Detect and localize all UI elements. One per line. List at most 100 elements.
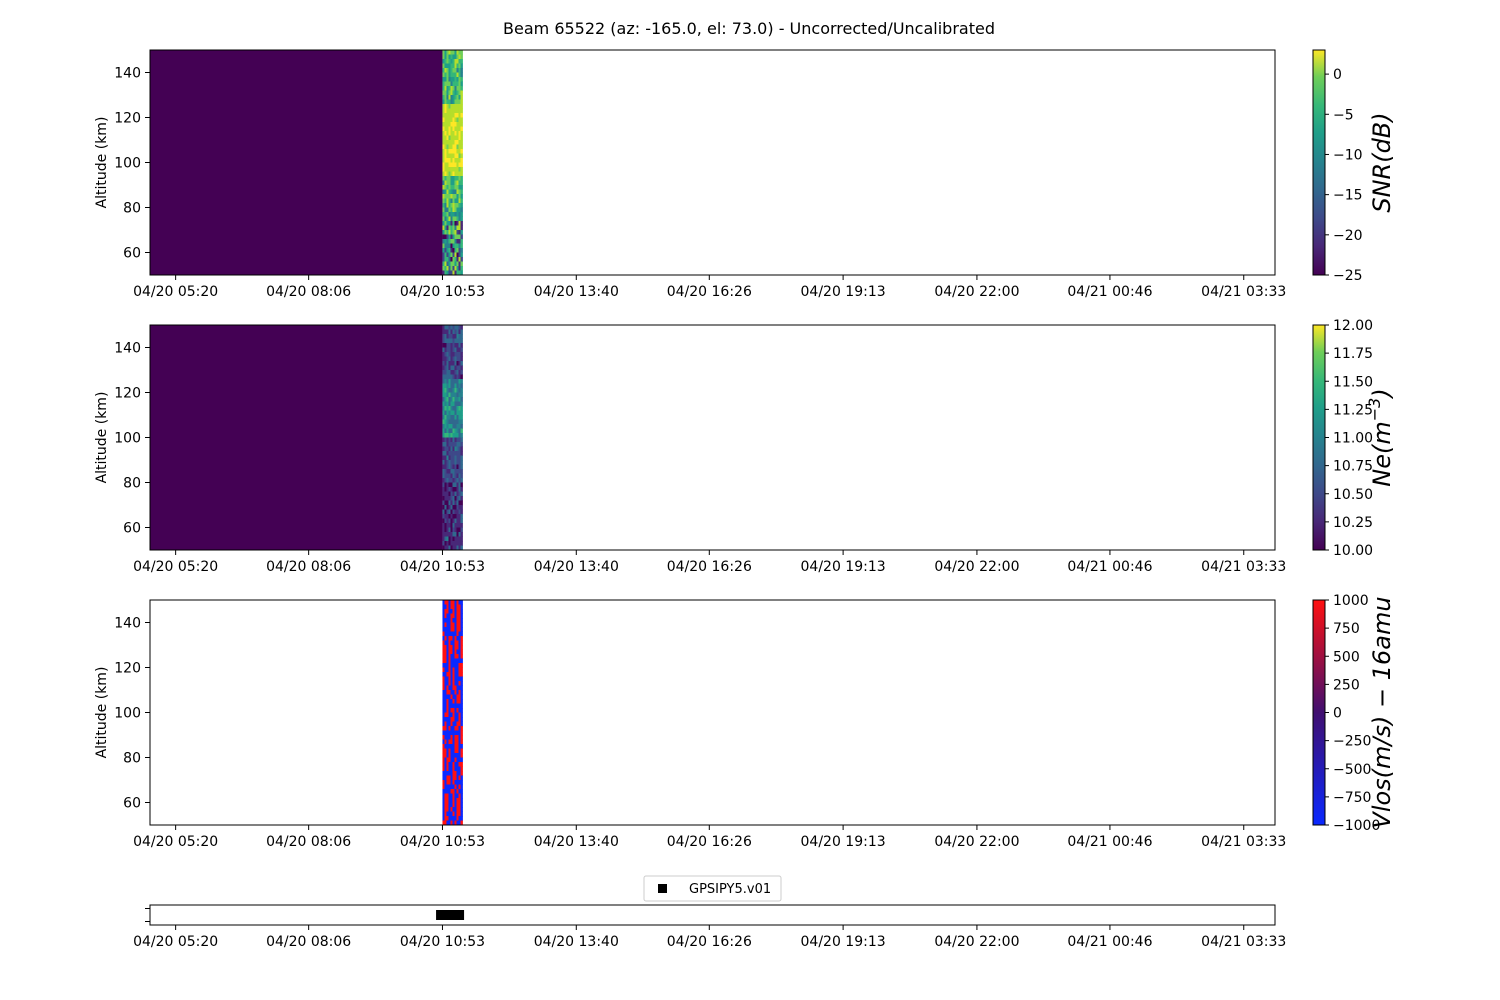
heatmap-cell	[450, 437, 453, 443]
heatmap-cell	[458, 487, 461, 492]
heatmap-cell	[448, 338, 451, 344]
heatmap-cell	[456, 140, 459, 145]
heatmap-cell	[452, 406, 455, 411]
heatmap-cell	[448, 185, 451, 190]
heatmap-cell	[442, 144, 445, 150]
heatmap-cell	[456, 221, 459, 226]
heatmap-cell	[442, 536, 445, 542]
heatmap-cell	[454, 90, 457, 96]
heatmap-cell	[442, 451, 445, 456]
heatmap-cell	[456, 261, 459, 267]
heatmap-cell	[446, 234, 449, 240]
heatmap-cell	[456, 455, 459, 461]
heatmap-cell	[456, 730, 459, 736]
heatmap-cell	[442, 658, 445, 664]
heatmap-cell	[444, 108, 447, 114]
heatmap-cell	[448, 505, 451, 510]
heatmap-cell	[446, 744, 449, 749]
heatmap-cell	[458, 221, 461, 226]
heatmap-cell	[448, 527, 451, 533]
heatmap-cell	[444, 460, 447, 465]
colorbar-frame	[1312, 49, 1326, 276]
heatmap-cell	[450, 545, 453, 551]
heatmap-cell	[456, 122, 459, 127]
heatmap-cell	[444, 194, 447, 199]
heatmap-cell	[456, 487, 459, 492]
heatmap-cell	[446, 243, 449, 249]
heatmap-cell	[454, 338, 457, 344]
heatmap-cell	[452, 748, 455, 754]
heatmap-cell	[460, 744, 463, 749]
heatmap-cell	[454, 117, 457, 123]
heatmap-cell	[460, 189, 463, 195]
heatmap-cell	[448, 446, 451, 452]
heatmap-cell	[442, 104, 445, 109]
heatmap-cell	[454, 545, 457, 551]
heatmap-cell	[456, 735, 459, 740]
heatmap-cell	[444, 442, 447, 447]
heatmap-cell	[448, 609, 451, 614]
y-tick-label: 100	[114, 706, 141, 722]
heatmap-cell	[452, 708, 455, 713]
heatmap-cell	[460, 631, 463, 637]
colorbar-label: SNR(dB)	[1368, 112, 1396, 212]
heatmap-cell	[446, 356, 449, 362]
heatmap-cell	[444, 433, 447, 438]
heatmap-cell	[452, 203, 455, 208]
heatmap-cell	[442, 518, 445, 524]
heatmap-cell	[446, 117, 449, 123]
heatmap-cell	[448, 212, 451, 217]
heatmap-cell	[458, 325, 461, 330]
heatmap-cell	[442, 505, 445, 510]
heatmap-cell	[452, 636, 455, 641]
heatmap-cell	[450, 131, 453, 136]
heatmap-cell	[442, 802, 445, 808]
heatmap-cell	[456, 410, 459, 416]
heatmap-cell	[444, 370, 447, 375]
heatmap-cell	[460, 406, 463, 411]
heatmap-cell	[450, 473, 453, 479]
heatmap-cell	[452, 63, 455, 69]
heatmap-cell	[442, 266, 445, 271]
heatmap-cell	[460, 654, 463, 659]
heatmap-cell	[450, 374, 453, 380]
heatmap-cell	[460, 388, 463, 393]
heatmap-cell	[448, 72, 451, 78]
heatmap-cell	[448, 239, 451, 244]
heatmap-cell	[452, 793, 455, 799]
heatmap-cell	[446, 212, 449, 217]
heatmap-cell	[446, 140, 449, 145]
heatmap-cell	[450, 676, 453, 682]
heatmap-cell	[458, 618, 461, 623]
heatmap-cell	[452, 194, 455, 199]
heatmap-cell	[442, 352, 445, 357]
heatmap-cell	[444, 392, 447, 398]
heatmap-cell	[456, 509, 459, 515]
heatmap-cell	[444, 645, 447, 650]
heatmap-cell	[460, 613, 463, 619]
x-tick-label: 04/20 16:26	[667, 284, 752, 300]
heatmap-cell	[450, 388, 453, 393]
heatmap-cell	[444, 361, 447, 366]
heatmap-cell	[444, 496, 447, 501]
heatmap-cell	[456, 63, 459, 69]
heatmap-cell	[454, 455, 457, 461]
heatmap-cell	[454, 77, 457, 82]
heatmap-cell	[444, 113, 447, 118]
heatmap-cell	[454, 663, 457, 668]
heatmap-cell	[442, 131, 445, 136]
heatmap-cell	[444, 388, 447, 393]
heatmap-cell	[448, 676, 451, 682]
heatmap-cell	[454, 460, 457, 465]
heatmap-cell	[444, 257, 447, 262]
heatmap-cell	[444, 131, 447, 136]
heatmap-cell	[442, 708, 445, 713]
heatmap-cell	[452, 455, 455, 461]
heatmap-cell	[444, 406, 447, 411]
heatmap-cell	[442, 609, 445, 614]
heatmap-cell	[458, 189, 461, 195]
heatmap-cell	[460, 248, 463, 253]
heatmap-cell	[444, 54, 447, 60]
heatmap-cell	[454, 604, 457, 610]
heatmap-cell	[458, 645, 461, 650]
